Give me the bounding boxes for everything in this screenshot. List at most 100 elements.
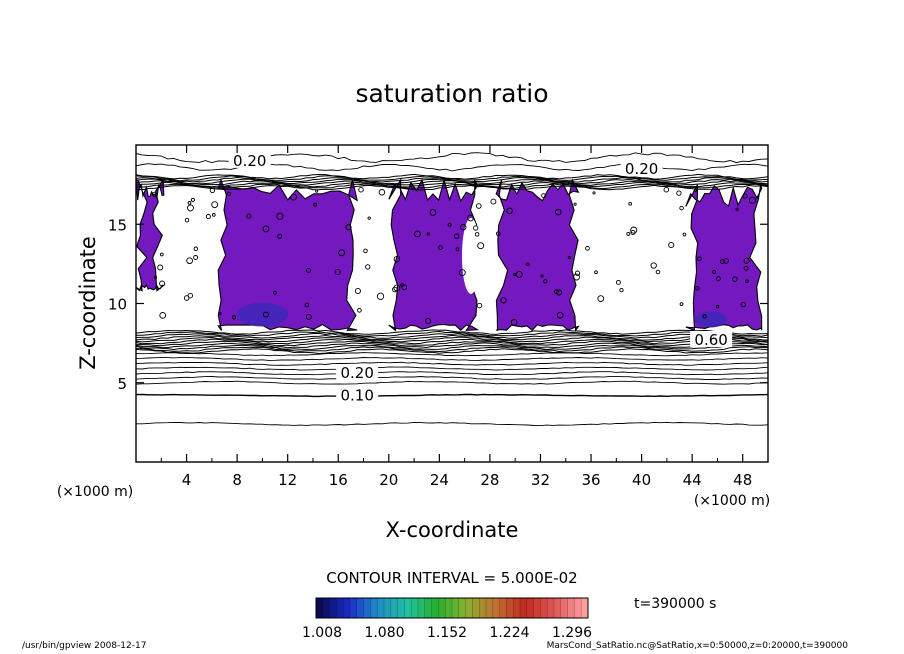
- contour-fragment: [429, 208, 437, 216]
- contour-fragment: [467, 214, 474, 222]
- contour-fragment: [655, 269, 661, 275]
- contour-fragment: [345, 224, 352, 231]
- contour-fragment: [712, 270, 717, 274]
- colorbar-segment: [316, 598, 324, 618]
- colorbar-segment: [350, 598, 358, 618]
- z-axis-unit: (×1000 m): [57, 484, 133, 500]
- contour-fragment: [650, 262, 657, 269]
- contour-fragment: [567, 256, 571, 260]
- contour-label-background: [228, 151, 271, 168]
- x-tick-label: 16: [329, 471, 348, 489]
- chart-title: saturation ratio: [355, 79, 548, 108]
- contour-line: [136, 346, 768, 353]
- x-tick-label: 20: [379, 471, 398, 489]
- contour-fragment: [438, 245, 443, 250]
- contour-line: [136, 342, 768, 349]
- contour-fragment: [628, 201, 633, 206]
- colorbar-segment: [329, 598, 337, 618]
- contour-fragment: [719, 259, 725, 264]
- contour-fragment: [304, 302, 310, 308]
- colorbar-segment: [472, 598, 480, 618]
- colorbar-segment: [540, 598, 548, 618]
- colorbar-segment: [445, 598, 453, 618]
- contour-labels-layer: 0.20 0.20 0.20 0.10 0.60: [228, 151, 733, 404]
- colorbar-segment: [356, 598, 364, 618]
- colorbar-segment: [418, 598, 426, 618]
- contour-fragment: [679, 205, 684, 211]
- contour-line: [136, 357, 768, 362]
- colorbar-segment: [438, 598, 446, 618]
- contour-fragment: [205, 214, 211, 220]
- contour-fragment: [262, 311, 269, 318]
- contour-fragment: [454, 233, 460, 239]
- colorbar-segment: [520, 598, 528, 618]
- supersaturated-region: [388, 177, 480, 332]
- contour-line: [136, 366, 768, 371]
- colorbar-segment: [424, 598, 432, 618]
- contour-fragment: [506, 207, 513, 215]
- contour-fragment: [455, 247, 460, 252]
- contour-line: [136, 361, 768, 366]
- colorbar-segment: [384, 598, 392, 618]
- contour-label: 0.10: [340, 386, 373, 404]
- contour-line: [136, 329, 768, 335]
- colorbar-segment: [322, 598, 330, 618]
- contour-line: [136, 340, 768, 347]
- contour-fragment: [184, 217, 190, 223]
- colorbar-segment: [479, 598, 487, 618]
- contour-label: 0.20: [233, 152, 266, 170]
- contour-fragment: [573, 202, 577, 206]
- colorbar-segment: [336, 598, 344, 618]
- contour-fragment: [426, 232, 430, 236]
- contour-fragment: [556, 289, 562, 296]
- colorbar-segment: [397, 598, 405, 618]
- contour-label-background: [336, 386, 379, 403]
- y-tick-label: 5: [117, 375, 127, 393]
- contour-fragment: [290, 193, 297, 201]
- colorbar-segment: [526, 598, 534, 618]
- contour-fragment: [209, 187, 216, 194]
- contour-fragment: [365, 264, 371, 270]
- contour-fragment: [556, 311, 564, 319]
- x-tick-label: 36: [581, 471, 600, 489]
- x-axis: 4 8 12 16 20 24 28 32 36 40 44 48: [160, 145, 752, 489]
- contour-fragment: [515, 270, 523, 278]
- contour-fragment: [676, 190, 682, 196]
- contour-fragment: [732, 276, 738, 282]
- contour-label: 0.20: [340, 364, 373, 382]
- contour-label: 0.60: [694, 331, 727, 349]
- contour-line: [136, 334, 768, 341]
- contour-label-background: [620, 159, 663, 176]
- supersaturated-region: [217, 178, 359, 331]
- contour-line: [136, 183, 768, 190]
- x-axis-unit: (×1000 m): [694, 493, 770, 509]
- contour-fragment: [630, 226, 638, 234]
- contour-fragment: [153, 275, 158, 280]
- colorbar-segment: [431, 598, 439, 618]
- contour-fragment: [262, 225, 270, 233]
- contour-fragment: [735, 207, 739, 211]
- contour-fragment: [626, 231, 631, 236]
- colorbar-segment: [343, 598, 351, 618]
- contour-fragment: [367, 216, 371, 220]
- contour-line: [136, 352, 768, 357]
- contour-fragment: [585, 245, 590, 251]
- colorbar-segment: [581, 598, 589, 618]
- contour-fragment: [473, 225, 479, 231]
- colorbar-segment: [533, 598, 541, 618]
- subsaturated-gap: [191, 223, 212, 304]
- colorbar-segment: [506, 598, 514, 618]
- contour-fragment: [211, 201, 219, 209]
- contour-fragment: [315, 189, 319, 193]
- colorbar-frame: [315, 597, 589, 619]
- colorbar-tick-labels: 1.008 1.080 1.152 1.224 1.296: [302, 625, 592, 641]
- x-tick-label: 28: [480, 471, 499, 489]
- colorbar-segment: [370, 598, 378, 618]
- colorbar-segment: [547, 598, 555, 618]
- contour-line: [136, 336, 768, 343]
- contour-label-background: [336, 364, 379, 381]
- contour-fragment: [682, 232, 687, 237]
- colorbar-tick-label: 1.080: [364, 625, 404, 641]
- contour-fragment: [715, 304, 720, 309]
- contour-line: [136, 173, 768, 180]
